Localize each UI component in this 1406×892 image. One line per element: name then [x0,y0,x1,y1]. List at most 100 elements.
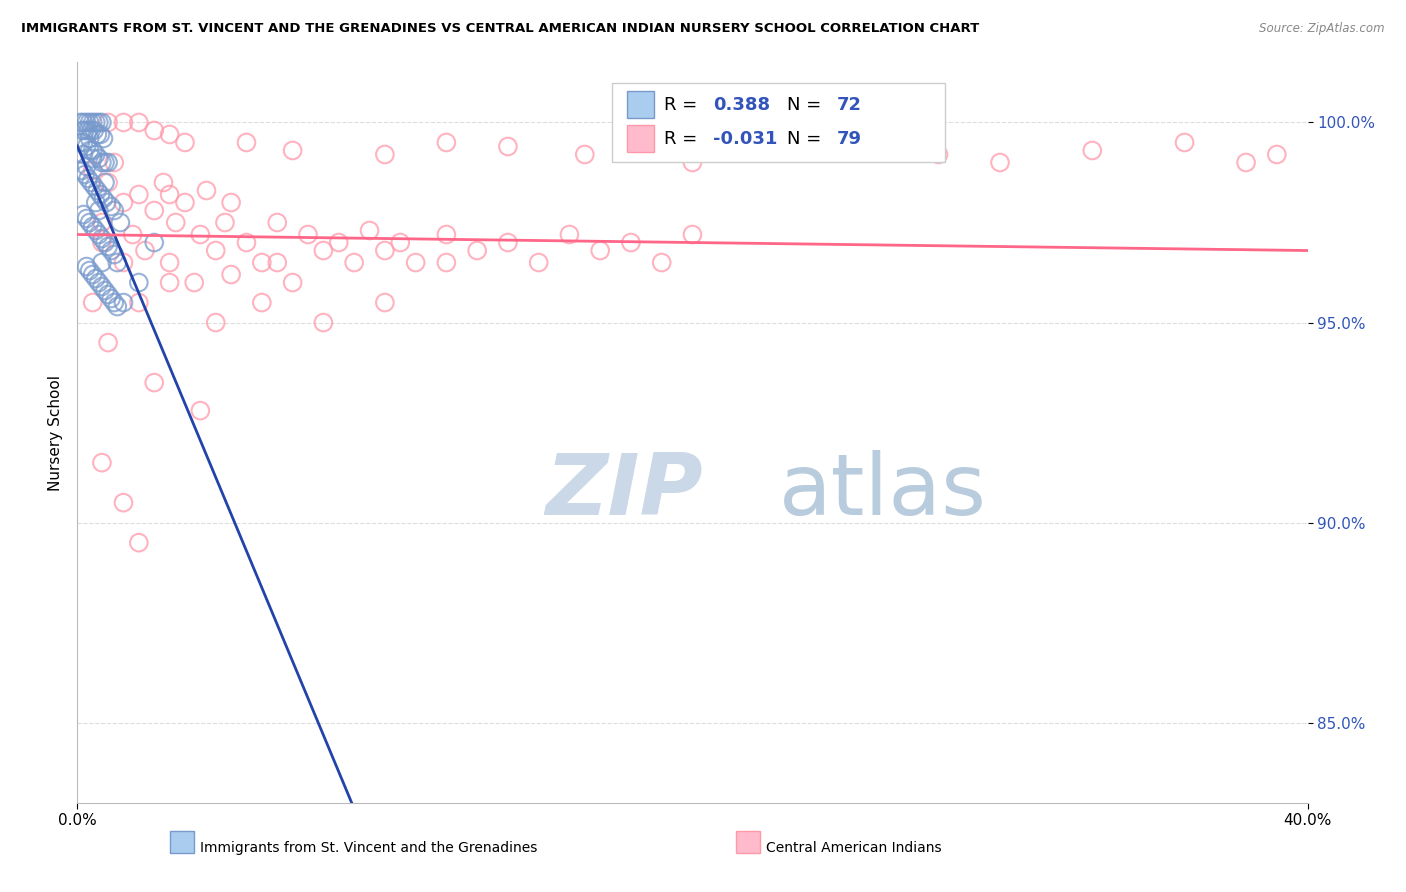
Y-axis label: Nursery School: Nursery School [48,375,63,491]
Point [90,231,114,245]
Point [80,176,103,190]
Point [82,115,104,129]
Point [527,255,550,269]
Bar [627,91,654,118]
Point [188,403,212,417]
Point [103,155,125,169]
Point [1174,136,1197,150]
Point [76,260,98,274]
Point [73,123,96,137]
Point [143,376,166,390]
Point [90,155,114,169]
Bar [735,831,761,853]
Point [105,255,128,269]
Text: Central American Indians: Central American Indians [766,841,942,855]
Text: R =: R = [664,129,703,148]
Point [100,200,122,214]
Point [128,535,150,549]
Point [143,203,166,218]
Point [72,147,94,161]
Point [219,195,242,210]
Text: Immigrants from St. Vincent and the Grenadines: Immigrants from St. Vincent and the Gren… [201,841,537,855]
Point [620,235,643,250]
Point [281,144,304,158]
Point [76,139,98,153]
Point [1081,144,1104,158]
Point [97,176,120,190]
Point [90,255,114,269]
Point [97,155,120,169]
Point [96,195,118,210]
Point [436,227,458,242]
Point [103,295,125,310]
Text: 0.388: 0.388 [713,95,770,113]
Point [121,227,143,242]
Point [250,295,273,310]
Point [112,115,135,129]
Point [94,155,117,169]
Point [90,235,114,250]
Text: ZIP: ZIP [546,450,703,533]
Point [558,227,581,242]
Point [87,152,110,166]
Point [359,223,381,237]
Point [343,255,366,269]
Point [134,244,156,258]
Point [100,292,122,306]
Point [97,287,120,301]
Point [72,136,94,150]
Text: IMMIGRANTS FROM ST. VINCENT AND THE GRENADINES VS CENTRAL AMERICAN INDIAN NURSER: IMMIGRANTS FROM ST. VINCENT AND THE GREN… [21,22,980,36]
Point [110,215,132,229]
Point [436,255,458,269]
Point [682,155,704,169]
Point [79,144,101,158]
Point [112,295,135,310]
Point [93,192,115,206]
Point [79,115,101,129]
Point [84,271,107,285]
Point [195,184,218,198]
Point [94,284,117,298]
Point [82,268,104,282]
Point [219,268,242,282]
Point [159,128,181,142]
Point [84,223,107,237]
Point [651,255,673,269]
Point [72,207,94,221]
Point [84,147,107,161]
Point [112,255,135,269]
Point [87,227,110,242]
Text: N =: N = [787,95,827,113]
Point [105,300,128,314]
Point [84,115,107,129]
Text: atlas: atlas [779,450,987,533]
Point [496,139,519,153]
Point [97,115,120,129]
Point [72,115,94,129]
Point [94,235,117,250]
Text: 79: 79 [837,129,862,148]
Point [82,163,104,178]
Point [82,219,104,234]
Point [73,168,96,182]
Point [183,276,205,290]
Point [374,147,396,161]
Point [89,128,111,142]
Point [86,184,108,198]
Bar [170,831,194,853]
Point [84,195,107,210]
Point [97,239,120,253]
Point [436,136,458,150]
Point [90,456,114,470]
Point [389,235,412,250]
Point [82,295,104,310]
Point [165,215,187,229]
Point [266,215,288,229]
Point [82,144,104,158]
Point [405,255,427,269]
Point [76,160,98,174]
Text: R =: R = [664,95,703,113]
Point [835,136,858,150]
Point [589,244,612,258]
Point [465,244,488,258]
